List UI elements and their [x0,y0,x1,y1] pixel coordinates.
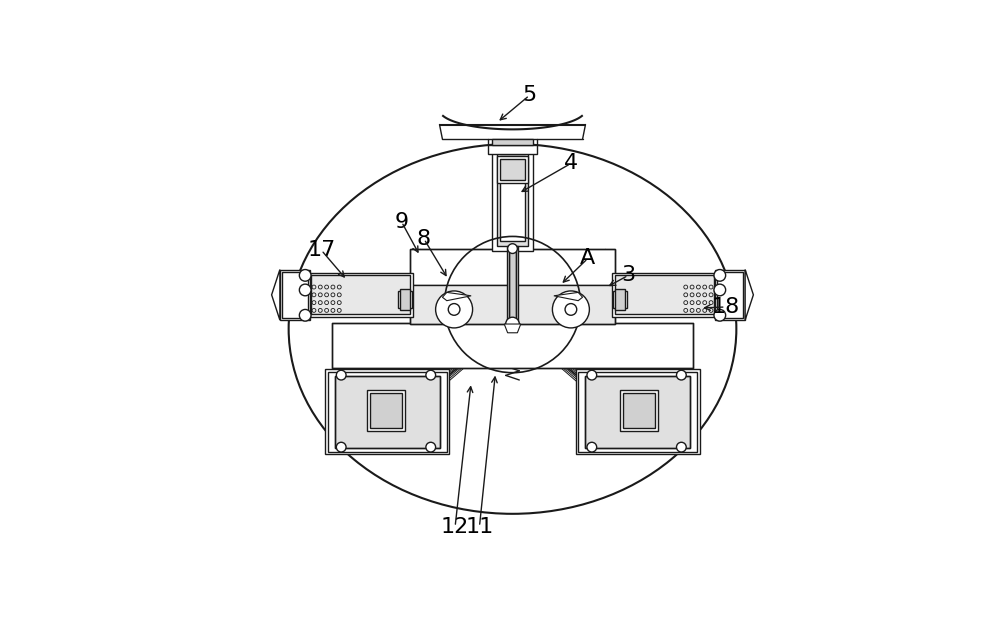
Bar [328,372,447,451]
Bar [410,285,615,324]
Circle shape [552,291,589,328]
Bar [311,276,410,314]
Text: 18: 18 [712,297,740,317]
Circle shape [506,317,519,331]
Bar [410,248,615,324]
Text: 5: 5 [522,85,537,106]
Circle shape [426,442,436,452]
Bar [500,159,525,181]
Text: 12: 12 [441,517,469,537]
Circle shape [676,370,686,380]
Bar [325,369,449,454]
Bar [585,376,690,448]
Text: 4: 4 [564,154,578,173]
Bar [497,156,528,183]
Bar [332,323,693,368]
Text: 9: 9 [394,212,409,232]
Bar [509,248,516,322]
Circle shape [587,370,597,380]
Ellipse shape [289,144,736,514]
Circle shape [714,310,726,321]
Circle shape [436,291,473,328]
Bar [613,291,627,308]
Bar [308,273,413,317]
Bar [585,376,690,448]
Bar [492,139,533,145]
Text: A: A [580,248,596,269]
Circle shape [714,284,726,296]
Bar [367,390,405,431]
Text: 8: 8 [417,229,431,249]
Bar [492,147,533,251]
Text: 11: 11 [465,517,494,537]
Bar [715,269,745,320]
Bar [620,390,658,431]
Bar [612,273,717,317]
Bar [576,369,700,454]
Circle shape [448,303,460,315]
Circle shape [299,269,311,281]
Circle shape [565,303,577,315]
Bar [507,246,518,324]
Bar [717,272,743,318]
Polygon shape [442,293,471,301]
Bar [615,289,625,310]
Bar [400,289,410,310]
Circle shape [508,244,517,253]
Bar [335,376,440,448]
Bar [488,145,537,154]
Polygon shape [504,324,521,333]
Circle shape [714,269,726,281]
Bar [497,151,528,246]
Bar [370,392,402,428]
Circle shape [336,370,346,380]
Bar [500,156,525,241]
Bar [398,291,412,308]
Text: 17: 17 [307,240,335,260]
Circle shape [299,284,311,296]
Bar [615,276,714,314]
Bar [509,248,516,322]
Bar [280,269,310,320]
Circle shape [587,442,597,452]
Bar [578,372,697,451]
Circle shape [676,442,686,452]
Circle shape [299,310,311,321]
Polygon shape [554,293,583,301]
Polygon shape [745,269,753,320]
Circle shape [426,370,436,380]
Bar [623,392,655,428]
Text: 3: 3 [621,265,635,286]
Circle shape [336,442,346,452]
Polygon shape [272,269,280,320]
Bar [282,272,308,318]
Bar [410,248,615,285]
Bar [335,376,440,448]
